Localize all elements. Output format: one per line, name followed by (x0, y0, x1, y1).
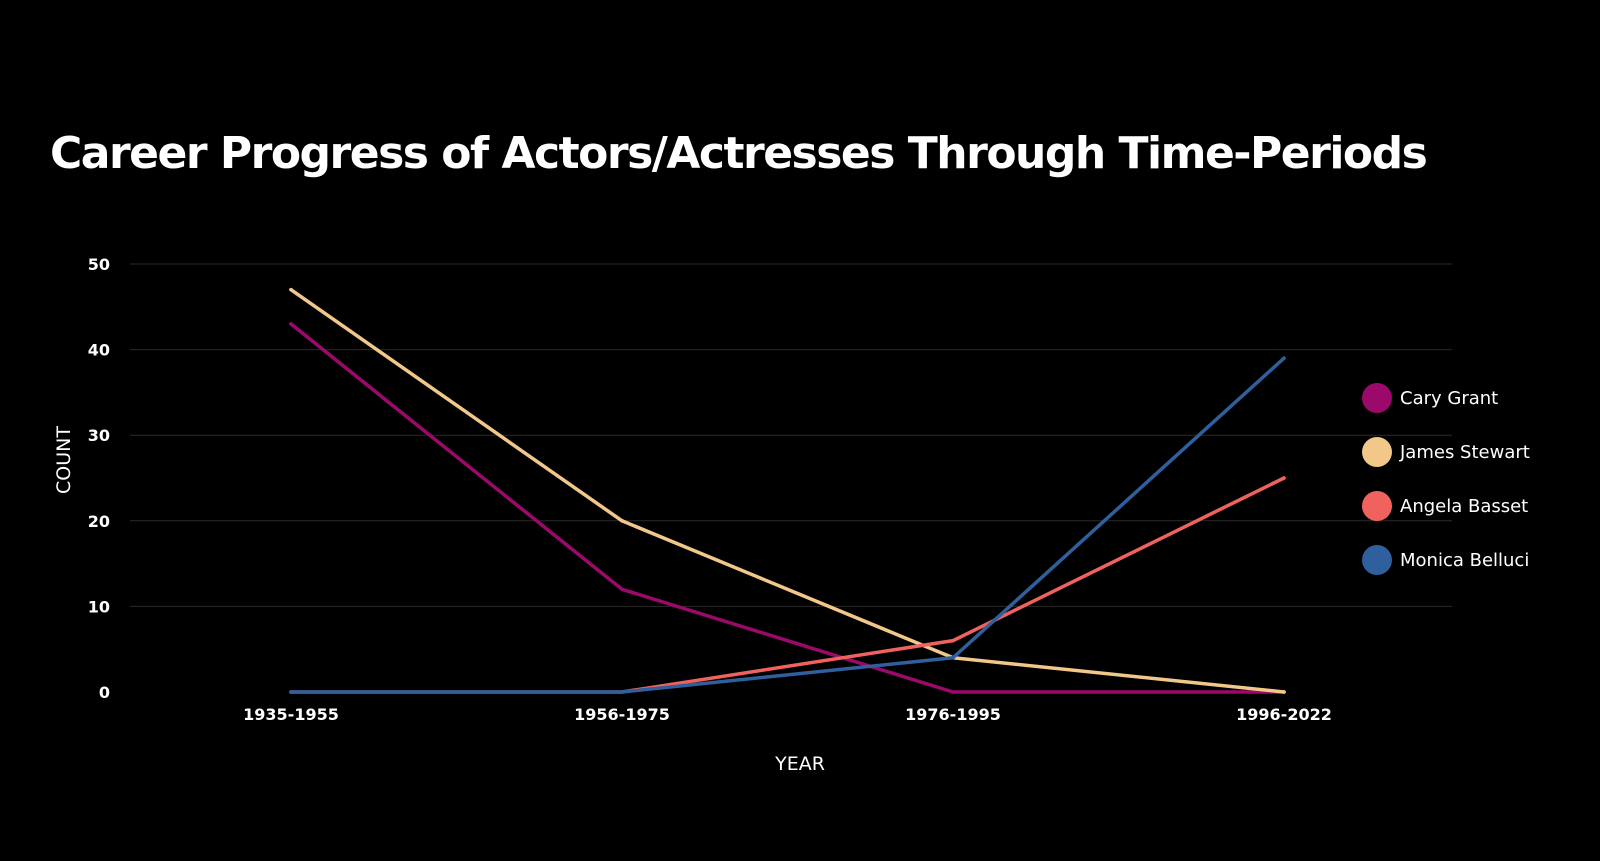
data-point (289, 322, 293, 326)
y-axis-ticks: 0 10 20 30 40 50 (88, 255, 110, 702)
y-tick-label: 0 (99, 683, 110, 702)
data-point (1282, 476, 1286, 480)
data-point (289, 690, 293, 694)
series-line-james-stewart (289, 287, 1286, 694)
grid-lines (130, 263, 1452, 607)
data-point (951, 655, 955, 660)
series-line-angela-basset (289, 476, 1286, 694)
legend-label: James Stewart (1399, 442, 1530, 463)
legend-swatch (1362, 491, 1392, 521)
data-point (951, 690, 955, 694)
data-point (620, 690, 624, 694)
y-tick-label: 40 (88, 341, 110, 360)
x-axis-title: YEAR (774, 753, 825, 775)
data-point (620, 587, 624, 592)
y-tick-label: 50 (88, 255, 110, 274)
data-point (951, 638, 955, 643)
legend-swatch (1362, 437, 1392, 467)
legend-label: Angela Basset (1400, 496, 1528, 517)
x-tick-label: 1956-1975 (574, 705, 670, 724)
series-line-cary-grant (289, 322, 1286, 694)
series-line-monica-belluci (289, 356, 1286, 694)
y-tick-label: 10 (88, 597, 110, 616)
x-tick-label: 1976-1995 (905, 705, 1001, 724)
data-point (1282, 690, 1286, 694)
legend-swatch (1362, 383, 1392, 413)
y-tick-label: 20 (88, 512, 110, 531)
x-axis-ticks: 1935-1955 1956-1975 1976-1995 1996-2022 (243, 705, 1332, 724)
chart-title: Career Progress of Actors/Actresses Thro… (50, 128, 1428, 179)
series-lines (289, 287, 1286, 694)
data-point (289, 287, 293, 292)
y-tick-label: 30 (88, 426, 110, 445)
legend-label: Cary Grant (1400, 388, 1498, 409)
data-point (620, 519, 624, 523)
legend-label: Monica Belluci (1400, 550, 1529, 571)
legend-swatch (1362, 545, 1392, 575)
legend: Cary Grant James Stewart Angela Basset Moni… (1362, 383, 1530, 575)
data-point (1282, 356, 1286, 360)
x-tick-label: 1935-1955 (243, 705, 339, 724)
x-tick-label: 1996-2022 (1236, 705, 1332, 724)
y-axis-title: COUNT (53, 426, 75, 494)
